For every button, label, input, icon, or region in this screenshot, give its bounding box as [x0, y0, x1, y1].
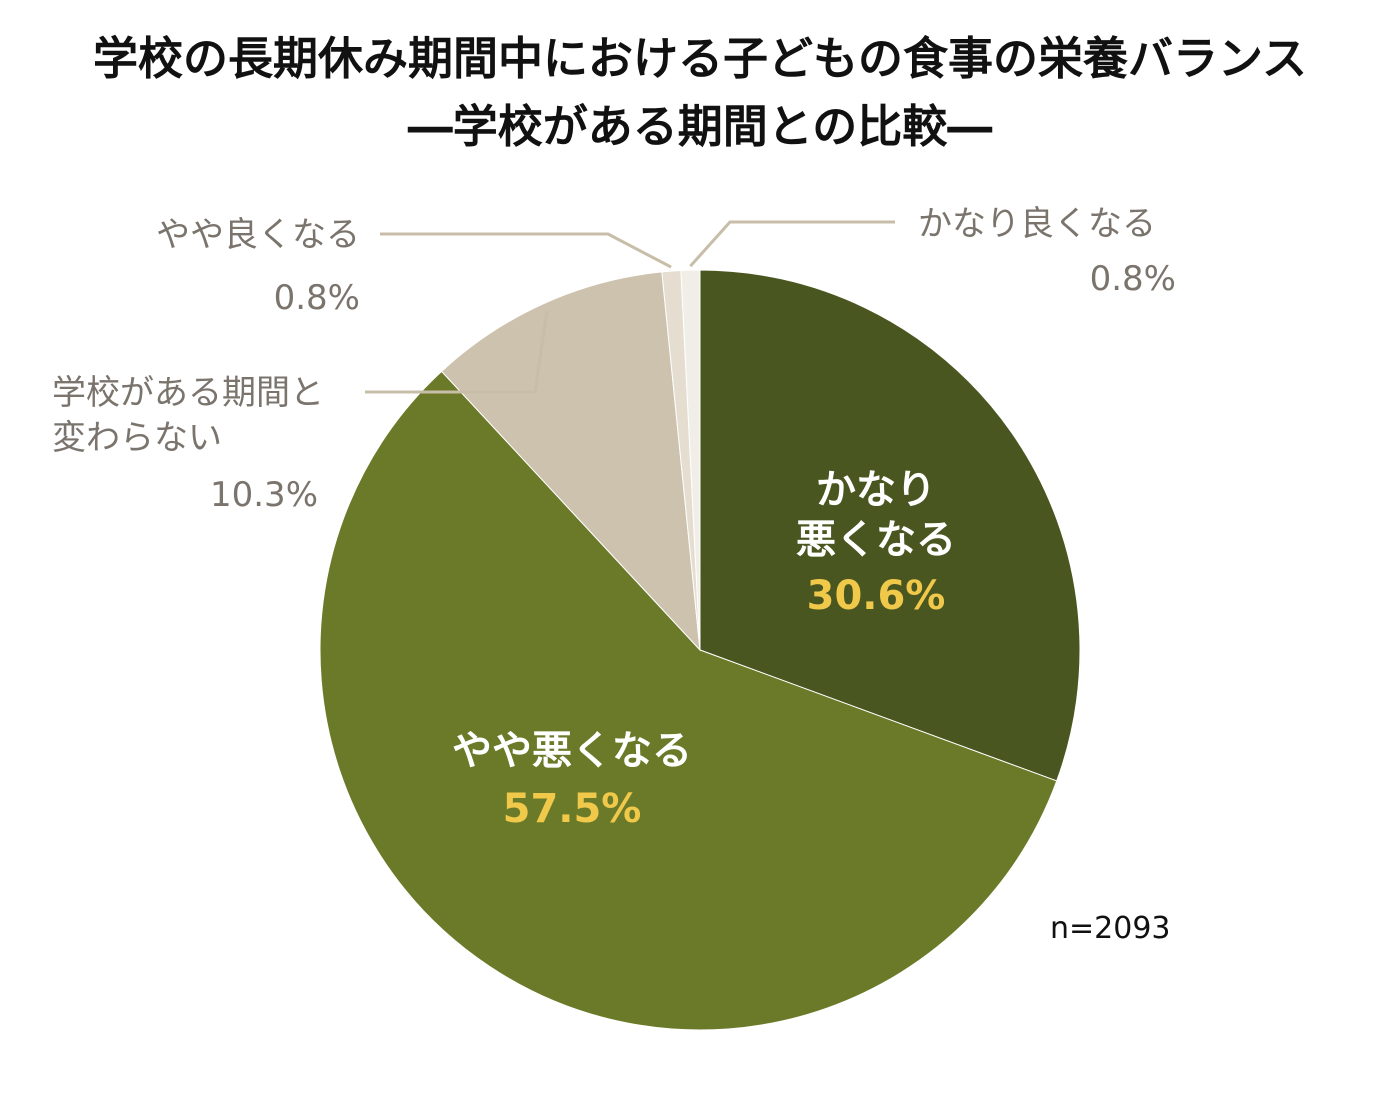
- slice-1-value: 30.6%: [807, 573, 946, 619]
- slice-3-label-line-1: 学校がある期間と: [52, 373, 324, 413]
- slice-4-label: やや良くなる: [156, 215, 360, 255]
- pie-slice-3: [440, 271, 701, 652]
- slice-5-value: 0.8%: [1090, 259, 1176, 299]
- slice-5-leader-line: [689, 220, 895, 268]
- sample-size-note: n=2093: [1050, 911, 1171, 946]
- chart-title-line-2: ―学校がある期間との比較―: [407, 100, 993, 153]
- slice-2-label: やや悪くなる: [452, 728, 692, 774]
- slice-3-leader-line: [365, 310, 549, 394]
- pie-slice-1: [699, 269, 1081, 782]
- slice-1-label-line-2: 悪くなる: [796, 517, 956, 563]
- slice-3-value: 10.3%: [210, 475, 318, 515]
- slice-3-label-line-2: 変わらない: [52, 418, 222, 458]
- slice-4-value: 0.8%: [274, 278, 360, 318]
- pie-slice-2: [319, 370, 1058, 1031]
- pie-slice-5: [680, 269, 701, 651]
- slice-5-label: かなり良くなる: [918, 204, 1156, 244]
- slice-4-leader-line: [380, 232, 672, 269]
- slice-2-value: 57.5%: [503, 786, 642, 832]
- chart-title-line-1: 学校の長期休み期間中における子どもの食事の栄養バランス: [92, 32, 1308, 85]
- slice-1-label-line-1: かなり: [816, 467, 936, 513]
